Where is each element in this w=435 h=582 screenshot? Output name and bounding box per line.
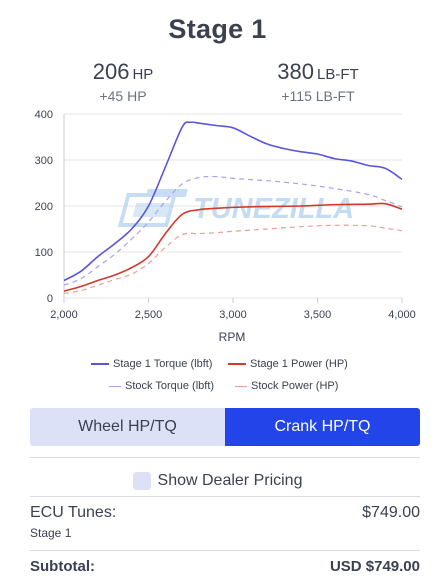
legend-swatch-stage1-torque — [91, 363, 109, 365]
dealer-pricing-label: Show Dealer Pricing — [157, 472, 303, 489]
hp-unit: HP — [132, 66, 154, 83]
y-tick-label: 0 — [47, 293, 53, 305]
hp-gain: +45 HP — [99, 88, 147, 104]
legend-swatch-stock-torque — [109, 385, 121, 387]
wheel-hp-tq-button[interactable]: Wheel HP/TQ — [30, 408, 225, 446]
hp-tq-toggle: Wheel HP/TQ Crank HP/TQ — [30, 408, 420, 446]
chart-ticks: 0 100 200 300 400 2,000 2,500 3,000 3,500 4,000 — [35, 109, 416, 321]
torque-value-row: 380 LB-FT — [233, 60, 403, 87]
series-line-stock-torque-lbft — [63, 175, 403, 286]
hp-stat: 206 HP +45 HP — [38, 60, 208, 105]
page-title: Stage 1 — [168, 14, 267, 44]
series-line-stock-power-hp — [63, 224, 403, 294]
legend-swatch-stock-power — [235, 385, 247, 387]
dealer-pricing-toggle[interactable]: Show Dealer Pricing — [0, 472, 435, 490]
divider-bottom — [30, 550, 420, 551]
legend-swatch-stage1-power — [228, 363, 246, 365]
line-item-ecu-tunes: ECU Tunes: Stage 1 $749.00 — [30, 504, 420, 540]
hp-value-row: 206 HP — [38, 60, 208, 87]
y-tick-label: 200 — [35, 201, 53, 213]
line-item-sub: Stage 1 — [30, 526, 72, 540]
dyno-chart: TUNEZILLA 0 100 200 300 400 2,000 2,500 3,000 3,… — [35, 109, 416, 344]
legend-stage1-power[interactable]: Stage 1 Power (HP) — [228, 358, 348, 370]
line-item-price: $749.00 — [362, 504, 420, 521]
subtotal-label: Subtotal: — [30, 558, 95, 575]
line-item-label: ECU Tunes: — [30, 504, 117, 521]
divider-middle — [30, 496, 420, 497]
dealer-pricing-checkbox[interactable] — [132, 472, 151, 490]
chart-grid — [63, 113, 403, 303]
watermark-text: TUNEZILLA — [193, 193, 354, 225]
x-tick-label: 3,500 — [304, 309, 332, 321]
y-tick-label: 300 — [35, 155, 53, 167]
hp-value: 206 — [92, 59, 130, 84]
x-tick-label: 2,000 — [50, 309, 78, 321]
legend-label: Stock Torque (lbft) — [125, 380, 215, 392]
watermark-logo: TUNEZILLA — [117, 189, 354, 227]
subtotal-value: USD $749.00 — [329, 558, 420, 575]
legend-label: Stage 1 Power (HP) — [250, 358, 348, 370]
legend-label: Stock Power (HP) — [251, 380, 339, 392]
legend-label: Stage 1 Torque (lbft) — [113, 358, 213, 370]
x-tick-label: 4,000 — [388, 309, 416, 321]
x-tick-label: 2,500 — [135, 309, 163, 321]
legend-stage1-torque[interactable]: Stage 1 Torque (lbft) — [91, 358, 212, 370]
series-line-stage-1-power-hp — [63, 202, 403, 292]
x-axis-label: RPM — [219, 330, 246, 344]
torque-value: 380 — [277, 59, 315, 84]
torque-unit: LB-FT — [317, 66, 359, 83]
subtotal-row: Subtotal: USD $749.00 — [30, 558, 420, 575]
chart-series — [63, 121, 403, 294]
crank-hp-tq-button[interactable]: Crank HP/TQ — [225, 408, 420, 446]
torque-stat: 380 LB-FT +115 LB-FT — [233, 60, 403, 105]
y-tick-label: 400 — [35, 109, 53, 121]
torque-gain: +115 LB-FT — [281, 88, 355, 104]
series-line-stage-1-torque-lbft — [63, 121, 403, 282]
x-tick-label: 3,000 — [219, 309, 247, 321]
y-tick-label: 100 — [35, 247, 53, 259]
legend-stock-torque[interactable]: Stock Torque (lbft) — [109, 380, 214, 392]
legend-stock-power[interactable]: Stock Power (HP) — [235, 380, 338, 392]
divider-top — [30, 457, 420, 458]
